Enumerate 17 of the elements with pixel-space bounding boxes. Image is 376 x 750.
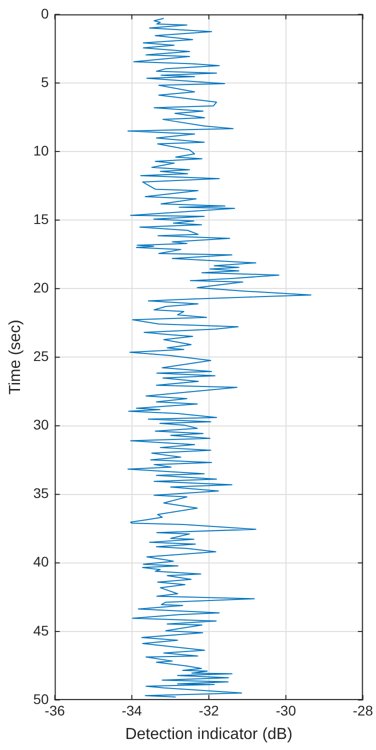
- x-tick-label: -32: [198, 702, 220, 718]
- y-tick-label: 5: [40, 74, 49, 90]
- x-tick-label: -34: [122, 702, 142, 718]
- y-tick-label: 20: [33, 280, 49, 296]
- x-tick-label: -30: [276, 702, 296, 718]
- y-tick-label: 15: [33, 210, 49, 227]
- y-tick-label: 0: [40, 5, 49, 22]
- y-tick-label: 40: [33, 554, 49, 570]
- x-axis-title: Detection indicator (dB): [125, 726, 292, 743]
- y-tick-label: 10: [33, 142, 49, 158]
- y-axis-title: Time (sec): [7, 320, 24, 395]
- x-tick-label: -28: [352, 702, 374, 718]
- y-tick-label: 30: [33, 416, 49, 433]
- y-tick-label: 25: [33, 348, 49, 364]
- y-tick-label: 45: [33, 622, 49, 638]
- y-tick-label: 35: [33, 485, 49, 502]
- y-tick-label: 50: [33, 690, 49, 707]
